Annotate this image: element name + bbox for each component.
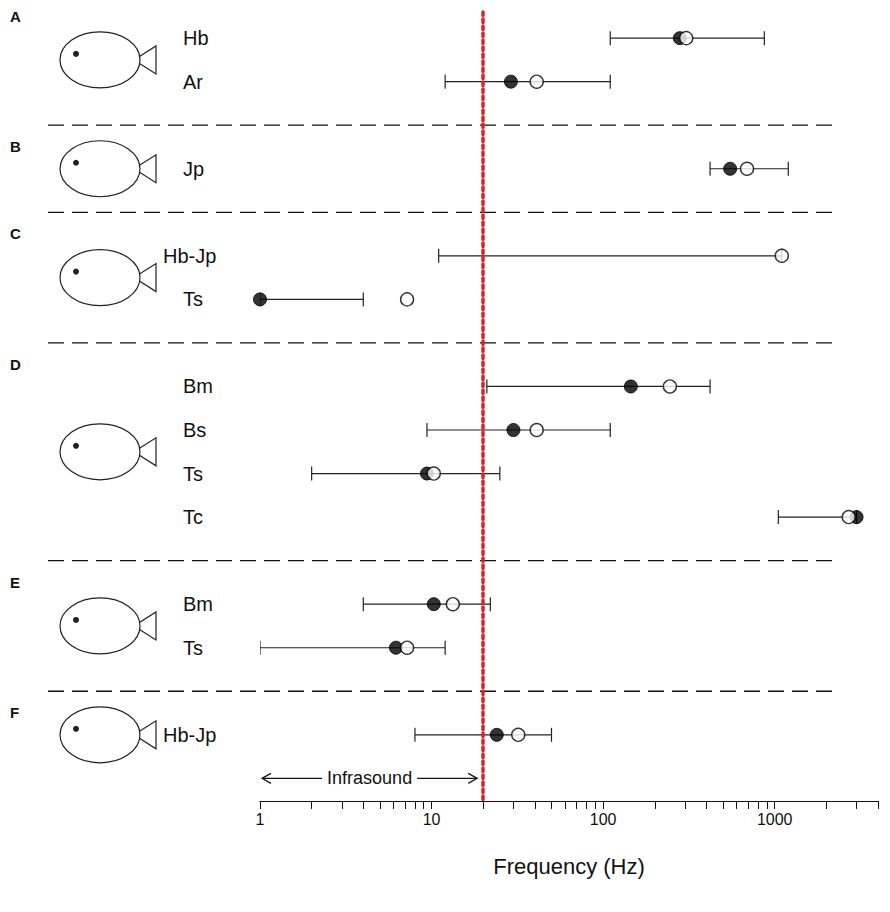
svg-text:1: 1 [256, 811, 265, 828]
svg-text:1000: 1000 [757, 811, 793, 828]
svg-text:C: C [10, 225, 21, 242]
svg-text:Ar: Ar [183, 71, 203, 93]
svg-text:Hb-Jp: Hb-Jp [163, 724, 216, 746]
svg-text:Jp: Jp [183, 158, 204, 180]
svg-text:Frequency (Hz): Frequency (Hz) [493, 854, 645, 879]
svg-text:Tc: Tc [183, 506, 203, 528]
svg-text:Hb: Hb [183, 27, 209, 49]
svg-text:Bm: Bm [183, 593, 213, 615]
svg-text:B: B [10, 138, 21, 155]
svg-text:Ts: Ts [183, 637, 203, 659]
svg-text:D: D [10, 356, 21, 373]
svg-text:100: 100 [590, 811, 617, 828]
svg-text:10: 10 [423, 811, 441, 828]
svg-text:Bm: Bm [183, 375, 213, 397]
svg-text:A: A [10, 8, 21, 25]
svg-text:Ts: Ts [183, 463, 203, 485]
svg-text:Hb-Jp: Hb-Jp [163, 245, 216, 267]
svg-text:Ts: Ts [183, 288, 203, 310]
svg-text:E: E [10, 574, 20, 591]
svg-text:Infrasound: Infrasound [327, 768, 412, 788]
svg-text:Bs: Bs [183, 419, 206, 441]
svg-text:F: F [10, 704, 19, 721]
